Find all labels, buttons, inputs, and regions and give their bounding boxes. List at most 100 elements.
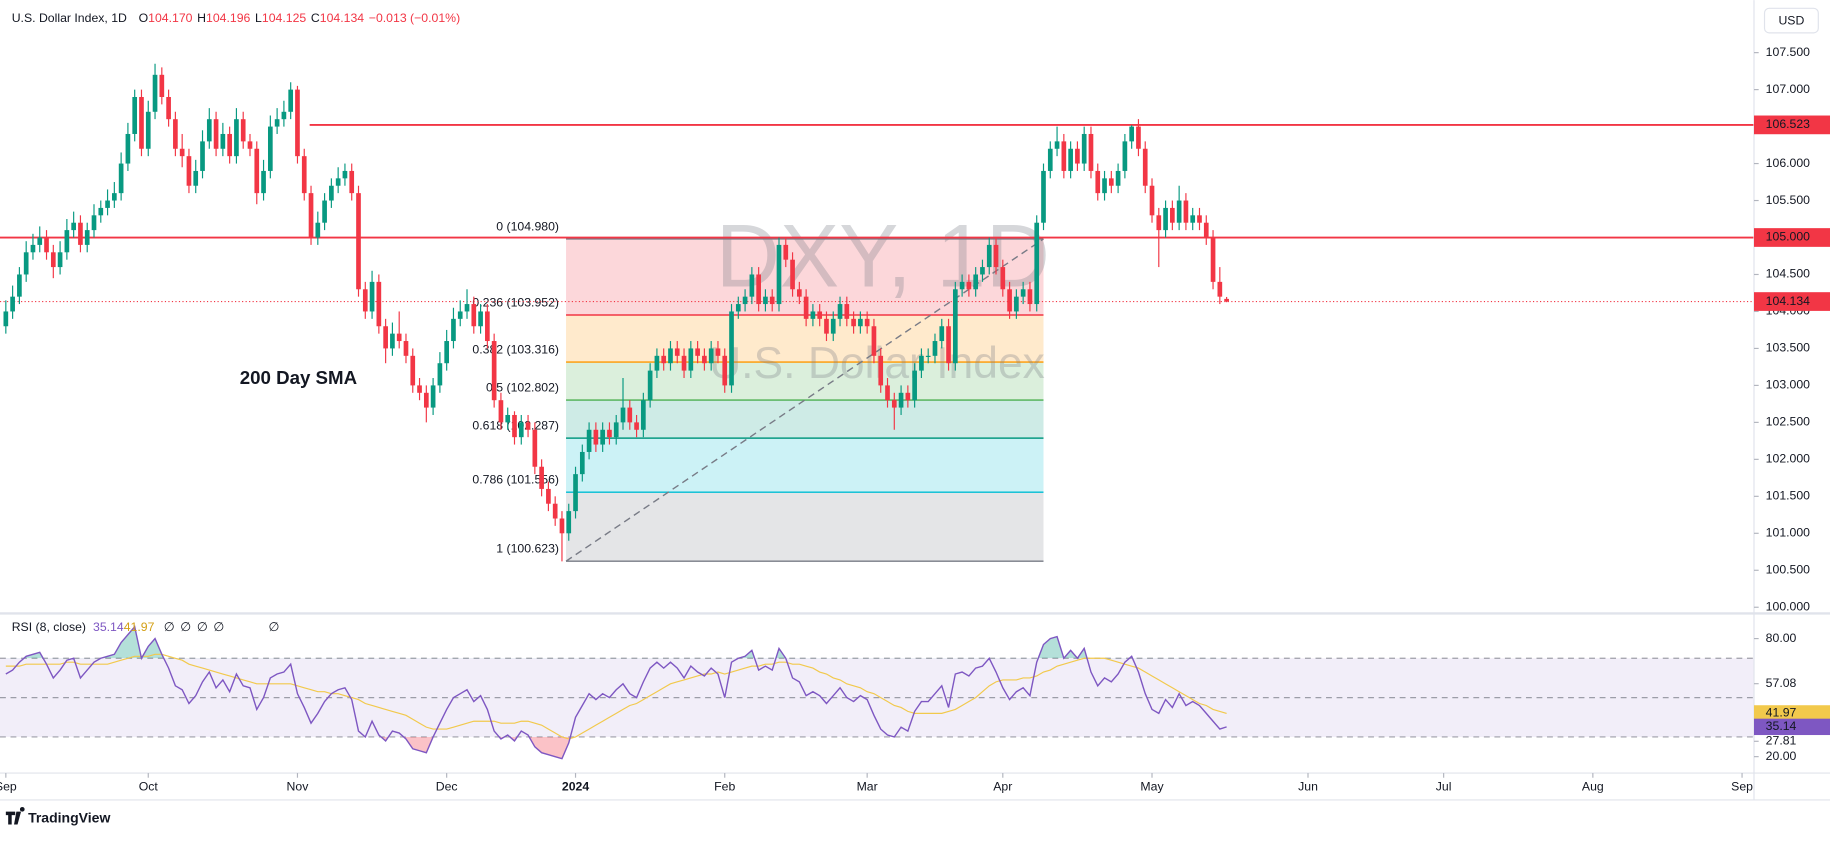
candle-body (742, 296, 748, 305)
y-tick-label: 103.500 (1766, 341, 1811, 355)
candle-body (396, 333, 402, 342)
candle-body (735, 304, 741, 312)
rsi-badge-label: 35.14 (1766, 719, 1797, 733)
rsi-oversold-fill (381, 736, 571, 759)
fib-trend (565, 238, 1044, 562)
candle-body (505, 414, 511, 423)
candle-body (30, 244, 36, 253)
candle-body (1156, 215, 1162, 231)
x-tick-label: Sep (0, 779, 17, 793)
candle-body (308, 193, 314, 238)
rsi-legend-value: 41.97 (124, 620, 155, 634)
rsi-title: RSI (8, close) (12, 620, 86, 634)
price-badge-label: 104.134 (1766, 294, 1811, 308)
candle-body (993, 244, 999, 268)
candle-body (966, 281, 972, 290)
price-badge (1753, 115, 1830, 135)
candle-body (654, 355, 660, 371)
candle-body (112, 193, 117, 201)
candle-body (247, 141, 253, 149)
candle-body (329, 185, 334, 201)
candle-body (254, 148, 260, 194)
candle-body (871, 326, 877, 356)
currency-label[interactable]: USD (1778, 13, 1804, 27)
rsi-overbought-fill (5, 626, 1227, 659)
ohlc-value: 104.170 (148, 11, 193, 25)
candle-body (1081, 133, 1087, 164)
candle-body (240, 119, 246, 142)
candle-body (1007, 289, 1012, 312)
candle-body (749, 274, 755, 297)
candle-body (10, 296, 15, 312)
candle-body (858, 318, 863, 327)
candle-body (864, 318, 870, 327)
candle-body (939, 326, 945, 342)
ohlc-key: L (255, 11, 262, 25)
candle-body (390, 333, 395, 349)
y-tick-label: 107.500 (1766, 45, 1811, 59)
x-tick-label: Feb (714, 779, 735, 793)
candle-body (769, 296, 775, 305)
candle-body (64, 230, 70, 253)
candle-body (159, 74, 165, 97)
candle-body (152, 74, 158, 112)
rsi-extra: ∅ (180, 620, 191, 634)
y-tick-label: 105.500 (1766, 193, 1811, 207)
candle-body (179, 148, 185, 157)
candle-body (444, 341, 450, 364)
fib-label: 1 (100.623) (496, 542, 559, 556)
price-badge-label: 105.000 (1766, 230, 1811, 244)
candle-body (573, 474, 578, 512)
x-tick-label: May (1140, 779, 1164, 793)
ohlc-key: O (139, 11, 149, 25)
candle-body (986, 244, 992, 268)
candle-body (803, 296, 809, 319)
fib-label: 0.786 (101.556) (472, 473, 559, 487)
annotation: 200 Day SMA (240, 367, 357, 388)
watermark: U.S. Dollar Index (709, 339, 1045, 388)
rsi-extra: ∅ (213, 620, 224, 634)
candle-body (607, 429, 612, 438)
fib-zone (566, 362, 1044, 401)
candle-body (376, 281, 382, 327)
candle-body (1102, 178, 1107, 194)
candle-body (898, 392, 904, 408)
candle-body (525, 422, 531, 430)
fib-zone (566, 315, 1044, 363)
candle-body (1163, 207, 1168, 231)
candle-body (234, 119, 239, 157)
candle-body (220, 133, 226, 149)
candle-body (1054, 141, 1060, 149)
candle-body (1027, 289, 1033, 305)
candle-body (973, 274, 979, 290)
rsi-legend: RSI (8, close) 35.1441.97 ∅ ∅ ∅ ∅ ∅ (12, 620, 279, 634)
candle-body (91, 215, 97, 231)
candle-body (71, 222, 76, 231)
candle-body (959, 281, 965, 290)
candle-body (1142, 148, 1148, 186)
price-badge (1753, 292, 1830, 311)
y-tick-label: 57.08 (1766, 676, 1797, 690)
candle-body (383, 326, 388, 349)
y-tick-label: 100.000 (1766, 599, 1811, 613)
fib-label: 0 (104.980) (496, 220, 559, 234)
candle-body (145, 111, 151, 149)
fib-label: 0.382 (103.316) (472, 343, 559, 357)
candle-body (1061, 141, 1067, 171)
currency-button[interactable] (1763, 7, 1819, 34)
ohlc-value: 104.196 (206, 11, 251, 25)
candle-body (1047, 148, 1053, 171)
candle-body (1014, 296, 1019, 312)
candle-body (1210, 237, 1216, 282)
candle-body (37, 237, 43, 245)
candle-body (1088, 133, 1094, 171)
y-tick-label: 27.81 (1766, 734, 1797, 748)
candle-body (349, 170, 355, 194)
x-tick-label: Nov (287, 779, 310, 793)
candle-body (1170, 207, 1175, 223)
ohlc-value: 104.134 (320, 11, 365, 25)
x-tick-label: Dec (436, 779, 458, 793)
candle-body (200, 141, 205, 171)
candle-body (729, 311, 734, 386)
candle-body (193, 170, 199, 186)
